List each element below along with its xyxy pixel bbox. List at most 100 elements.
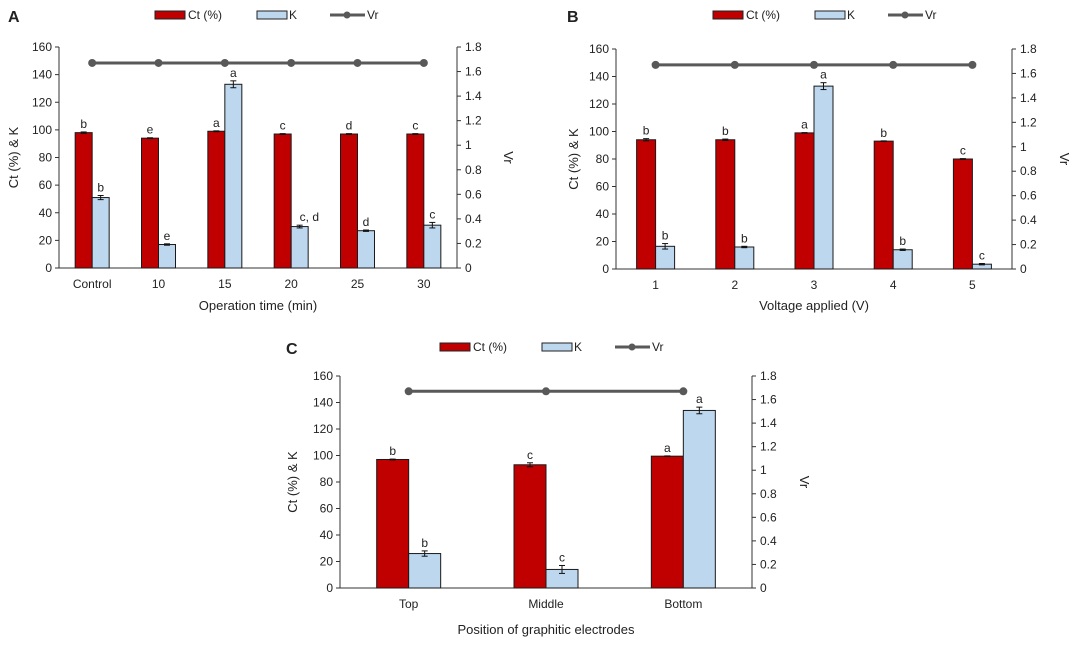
- legend-label-ct: Ct (%): [746, 8, 780, 22]
- vr-point: [353, 58, 362, 67]
- y-tick-label: 100: [313, 449, 333, 463]
- y-tick-label: 60: [320, 502, 334, 516]
- x-tick-label: Middle: [528, 597, 564, 611]
- x-tick-label: Control: [73, 277, 112, 291]
- panel-b: B Ct (%) K Vr 0 20 40 60 80 100 120 140 160 0 0.2 0.4 0.…: [566, 8, 1072, 313]
- y2-tick-label: 0.8: [465, 163, 482, 177]
- x-axis-title: Voltage applied (V): [759, 298, 869, 313]
- bar-k: [91, 197, 110, 269]
- legend-label-vr: Vr: [925, 8, 937, 22]
- bar-ct: [650, 455, 684, 589]
- significance-letter: a: [213, 116, 220, 130]
- y2-tick-label: 1.2: [760, 440, 777, 454]
- y2-tick-label: 1.2: [1020, 115, 1037, 129]
- y2-tick-label: 1.4: [465, 89, 482, 103]
- y-tick-label: 120: [32, 95, 52, 109]
- significance-letter: d: [346, 119, 353, 133]
- x-axis-title: Position of graphitic electrodes: [457, 622, 635, 637]
- significance-letter: a: [230, 66, 237, 80]
- legend-swatch-ct: [439, 342, 471, 352]
- y2-tick-label: 1.4: [1020, 91, 1037, 105]
- y-tick-label: 120: [313, 422, 333, 436]
- bar-ct: [873, 140, 894, 270]
- y2-tick-label: 1.2: [465, 114, 482, 128]
- y-tick-label: 60: [39, 178, 53, 192]
- y-axis-title: Ct (%) & K: [6, 126, 21, 188]
- bar-ct: [715, 139, 736, 270]
- x-tick-label: 10: [152, 277, 166, 291]
- bar-k: [224, 83, 243, 269]
- x-tick-label: Top: [399, 597, 419, 611]
- legend-label-vr: Vr: [367, 8, 379, 22]
- significance-letter: b: [80, 117, 87, 131]
- y2-tick-label: 1.6: [760, 393, 777, 407]
- bar-ct: [406, 133, 425, 269]
- bar-k: [357, 230, 375, 269]
- bar-ct: [141, 137, 159, 269]
- y2-axis-title: Vr: [501, 151, 516, 164]
- significance-letter: b: [389, 444, 396, 458]
- bar-k: [813, 85, 834, 270]
- vr-point: [404, 387, 413, 396]
- y2-tick-label: 1.6: [1020, 66, 1037, 80]
- y-tick-label: 160: [313, 369, 333, 383]
- y2-tick-label: 0.2: [465, 236, 482, 250]
- y2-tick-label: 0: [760, 581, 767, 595]
- legend-label-vr: Vr: [652, 340, 664, 354]
- y-axis-title: Ct (%) & K: [566, 128, 581, 190]
- significance-letter: b: [662, 229, 669, 243]
- y2-tick-label: 0.6: [760, 510, 777, 524]
- bar-k: [290, 226, 309, 269]
- significance-letter: d: [363, 215, 370, 229]
- vr-point: [810, 60, 818, 69]
- y2-tick-label: 1.8: [760, 369, 777, 383]
- x-tick-label: 15: [218, 277, 232, 291]
- bar-ct: [207, 130, 226, 269]
- significance-letter: c: [280, 119, 286, 133]
- y-tick-label: 0: [602, 262, 609, 276]
- panel-a: A Ct (%) K Vr02040608010012014016000.20.40.…: [6, 8, 516, 313]
- bar-ct: [952, 158, 973, 270]
- panel-label: B: [567, 9, 579, 26]
- y-tick-label: 60: [596, 180, 610, 194]
- y2-tick-label: 1: [760, 463, 767, 477]
- legend-label-ct: Ct (%): [188, 8, 222, 22]
- y-tick-label: 40: [596, 207, 610, 221]
- y2-tick-label: 1.8: [1020, 42, 1037, 56]
- significance-letter: b: [421, 536, 428, 550]
- y2-tick-label: 0.4: [465, 212, 482, 226]
- bar-k: [158, 244, 176, 269]
- y-tick-label: 40: [39, 206, 53, 220]
- significance-letter: a: [820, 68, 827, 82]
- legend-swatch-ct: [712, 10, 744, 20]
- vr-point: [651, 60, 660, 69]
- vr-point: [889, 60, 898, 69]
- x-tick-label: 1: [652, 278, 659, 292]
- y-tick-label: 20: [596, 235, 610, 249]
- significance-letter: b: [880, 126, 887, 140]
- y-tick-label: 20: [320, 555, 334, 569]
- y-axis-title: Ct (%) & K: [285, 451, 300, 513]
- y-tick-label: 140: [32, 68, 52, 82]
- significance-letter: e: [164, 229, 171, 243]
- y-tick-label: 80: [320, 475, 334, 489]
- significance-letter: c: [429, 207, 435, 221]
- x-tick-label: 25: [351, 277, 365, 291]
- y2-tick-label: 1.6: [465, 65, 482, 79]
- legend-swatch-k: [814, 10, 846, 20]
- y2-tick-label: 0.8: [760, 487, 777, 501]
- bar-ct: [794, 132, 815, 270]
- vr-point: [220, 58, 229, 67]
- panel-c: C Ct (%) K Vr 0 20 40 60 80 100 120 140 160 0 0.2 0.4 0.…: [285, 340, 812, 637]
- significance-letter: b: [899, 234, 906, 248]
- significance-letter: c: [412, 119, 418, 133]
- y2-tick-label: 0.6: [465, 187, 482, 201]
- vr-point: [730, 60, 739, 69]
- bar-k: [408, 553, 442, 589]
- bar-ct: [273, 133, 292, 269]
- y2-tick-label: 1: [465, 138, 472, 152]
- y2-tick-label: 1: [1020, 140, 1027, 154]
- legend-label-k: K: [289, 8, 297, 22]
- y-tick-label: 140: [589, 70, 609, 84]
- bar-k: [682, 409, 716, 589]
